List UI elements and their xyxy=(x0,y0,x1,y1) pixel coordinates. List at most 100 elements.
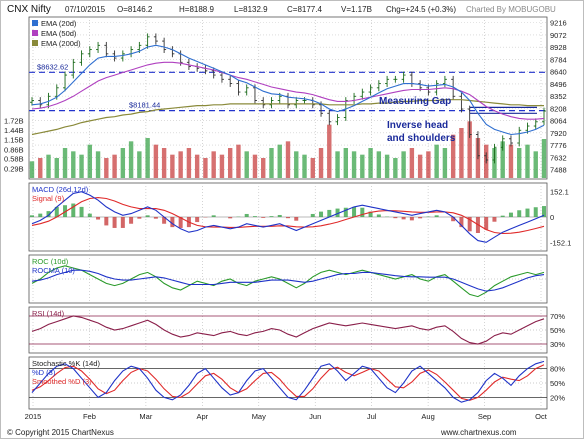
volume-bar xyxy=(410,148,414,178)
price-y-tick: 7920 xyxy=(550,129,567,138)
volume-bar xyxy=(294,151,298,178)
volume-bar xyxy=(38,158,42,178)
x-tick-label: Jun xyxy=(309,412,321,421)
legend-swatch xyxy=(32,20,38,26)
macd-histogram-bar xyxy=(137,217,141,219)
volume-y-tick: 0.29B xyxy=(4,164,24,173)
volume-bar xyxy=(79,155,83,178)
macd-histogram-bar xyxy=(492,217,496,222)
macd-histogram-bar xyxy=(195,217,199,222)
header-close: C=8177.4 xyxy=(287,5,322,14)
x-tick-label: May xyxy=(252,412,266,421)
volume-bar xyxy=(211,151,215,178)
legend-swatch xyxy=(32,30,38,36)
volume-bar xyxy=(286,141,290,178)
volume-bar xyxy=(63,148,67,178)
volume-bar xyxy=(344,148,348,178)
macd-histogram-bar xyxy=(104,217,108,225)
volume-bar xyxy=(55,158,59,178)
volume-bar xyxy=(104,158,108,178)
macd-histogram-bar xyxy=(269,216,273,217)
header-open: O=8146.2 xyxy=(117,5,153,14)
stoch-y-tick: 20% xyxy=(550,393,565,402)
symbol-title: CNX Nifty xyxy=(7,4,51,15)
volume-bar xyxy=(245,151,249,178)
macd-y-tick: 0 xyxy=(550,213,554,222)
macd-histogram-bar xyxy=(435,215,439,217)
macd-histogram-bar xyxy=(121,217,125,228)
panels-group xyxy=(29,17,547,409)
x-tick-label: 2015 xyxy=(25,412,42,421)
macd-histogram-bar xyxy=(410,217,414,220)
macd-histogram-bar xyxy=(344,208,348,217)
volume-bar xyxy=(426,151,430,178)
macd-histogram-bar xyxy=(517,210,521,217)
volume-bar xyxy=(278,145,282,178)
header-credit: Charted By MOBUGOBU xyxy=(466,5,556,14)
rocma-legend: ROCMA (10) xyxy=(32,266,75,275)
volume-y-tick: 1.72B xyxy=(4,117,24,126)
macd-histogram-bar xyxy=(525,209,529,217)
annotation-inverse-head: Inverse head xyxy=(387,120,448,131)
volume-bar xyxy=(170,155,174,178)
volume-bar xyxy=(46,155,50,178)
volume-bar xyxy=(327,125,331,178)
macd-histogram-bar xyxy=(418,217,422,218)
macd-histogram-bar xyxy=(402,217,406,219)
header-change: Chg=+24.5 (+0.3%) xyxy=(386,5,456,14)
volume-bar xyxy=(525,145,529,178)
x-tick-label: Aug xyxy=(421,412,434,421)
price-y-tick: 8208 xyxy=(550,104,567,113)
macd-histogram-bar xyxy=(80,207,84,217)
macd-histogram-bar xyxy=(245,214,249,217)
volume-bar xyxy=(30,161,34,178)
volume-bar xyxy=(220,155,224,178)
legend-label: EMA (50d) xyxy=(41,29,77,38)
macd-histogram-bar xyxy=(534,207,538,217)
macd-histogram-bar xyxy=(212,215,216,217)
macd-histogram-bar xyxy=(484,217,488,230)
x-tick-label: Feb xyxy=(83,412,96,421)
price-y-tick: 9072 xyxy=(550,31,567,40)
volume-bar xyxy=(360,155,364,178)
volume-bar xyxy=(401,151,405,178)
volume-bar xyxy=(459,128,463,178)
header-volume: V=1.17B xyxy=(341,5,372,14)
volume-bar xyxy=(187,148,191,178)
volume-bar xyxy=(195,155,199,178)
macd-histogram-bar xyxy=(30,215,34,217)
price-y-tick: 7632 xyxy=(550,153,567,162)
annotation-measuring-gap: Measuring Gap xyxy=(379,96,451,107)
rsi-y-tick: 30% xyxy=(550,340,565,349)
volume-bar xyxy=(335,151,339,178)
volume-y-tick: 1.44B xyxy=(4,126,24,135)
legend-label: EMA (20d) xyxy=(41,19,77,28)
x-tick-label: Jul xyxy=(367,412,377,421)
volume-bar xyxy=(145,138,149,178)
volume-bar xyxy=(377,151,381,178)
volume-bar xyxy=(302,155,306,178)
macd-histogram-bar xyxy=(294,217,298,221)
macd-histogram-bar xyxy=(393,217,397,218)
x-tick-label: Oct xyxy=(535,412,548,421)
price-y-tick: 7488 xyxy=(550,166,567,175)
volume-y-tick: 1.15B xyxy=(4,136,24,145)
macd-histogram-bar xyxy=(38,214,42,217)
volume-bar xyxy=(96,151,100,178)
header-date: 07/10/2015 xyxy=(65,5,106,14)
macd-histogram-bar xyxy=(311,214,315,217)
macd-histogram-bar xyxy=(278,215,282,217)
footer-brand: www.chartnexus.com xyxy=(440,428,517,437)
x-tick-label: Sep xyxy=(478,412,491,421)
volume-bar xyxy=(253,155,257,178)
macd-histogram-bar xyxy=(319,212,323,217)
roc-legend: ROC (10d) xyxy=(32,257,69,266)
macd-histogram-bar xyxy=(261,217,265,218)
reference-level-label: $8181.44 xyxy=(129,101,160,110)
volume-bar xyxy=(178,151,182,178)
price-y-tick: 8352 xyxy=(550,92,567,101)
macd-histogram-bar xyxy=(113,217,117,228)
macd-histogram-bar xyxy=(146,215,150,217)
volume-bar xyxy=(129,141,133,178)
macd-histogram-bar xyxy=(509,213,513,217)
